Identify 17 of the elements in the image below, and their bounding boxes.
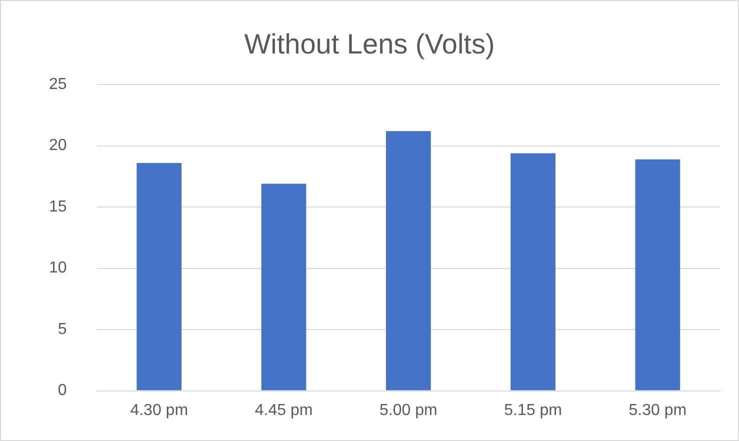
y-tick-label: 0 xyxy=(58,382,67,400)
y-tick-label: 5 xyxy=(58,320,67,338)
chart-title: Without Lens (Volts) xyxy=(244,28,495,60)
bar xyxy=(510,153,556,390)
y-tick-label: 15 xyxy=(49,198,67,216)
bar xyxy=(635,159,680,390)
y-tick-label: 10 xyxy=(49,260,67,277)
bar xyxy=(261,184,306,390)
x-tick-label: 5.30 pm xyxy=(628,402,687,419)
bar xyxy=(386,131,431,390)
x-tick-label: 5.00 pm xyxy=(379,402,438,419)
y-tick-label: 25 xyxy=(49,76,67,94)
x-tick-label: 4.45 pm xyxy=(254,402,313,419)
y-tick-label: 20 xyxy=(49,137,67,154)
bar xyxy=(136,162,182,390)
x-tick-label: 4.30 pm xyxy=(130,402,188,419)
x-tick-label: 5.15 pm xyxy=(504,402,562,419)
